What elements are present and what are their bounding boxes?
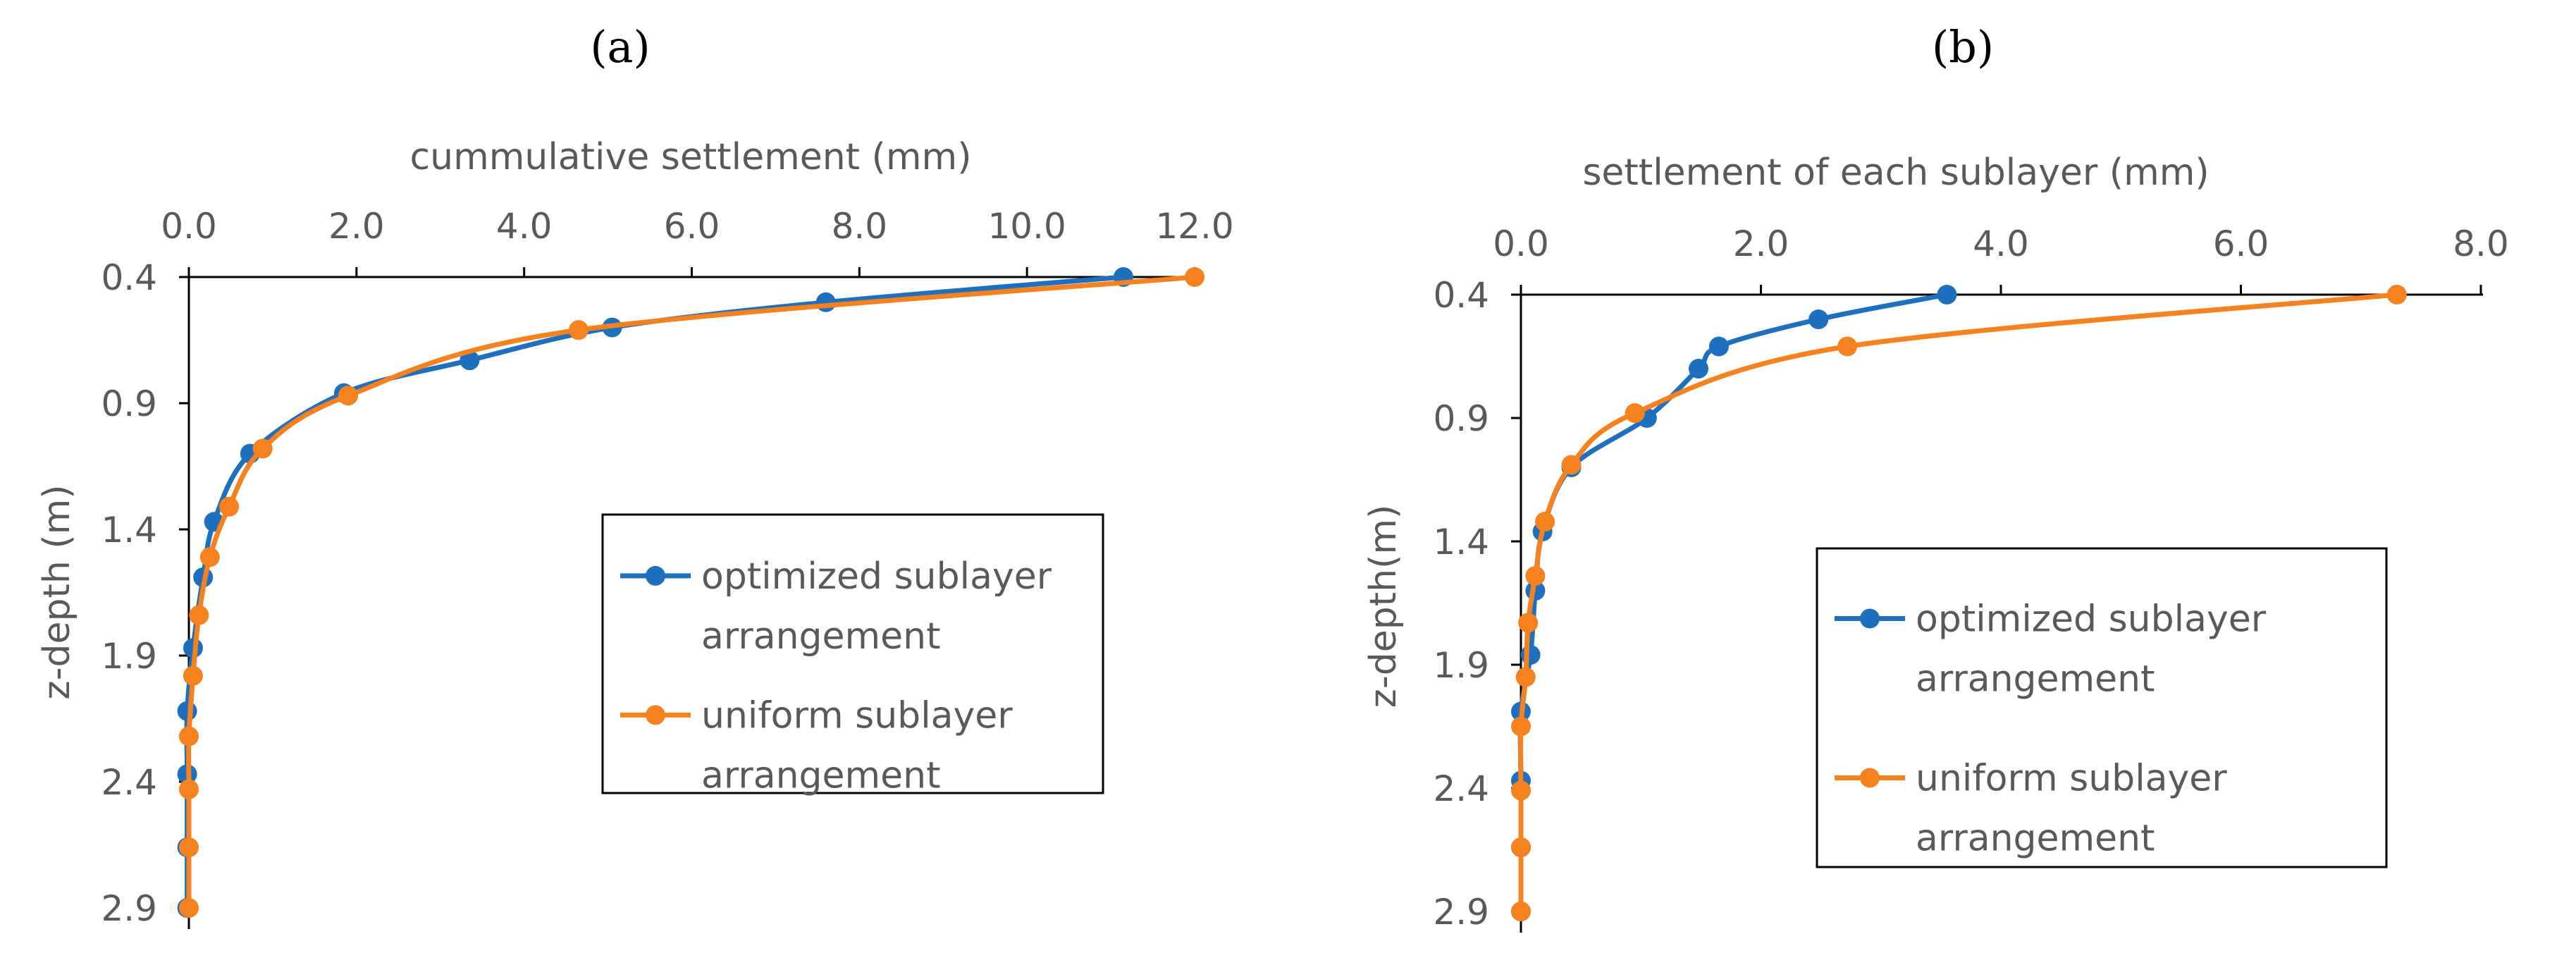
legend-swatch-marker: [646, 565, 665, 586]
data-point: [179, 726, 199, 746]
chart-panel-a: (a) cummulative settlement (mm) z-depth …: [36, 21, 1234, 929]
legend-swatch-marker: [646, 705, 665, 725]
y-tick-label: 2.4: [101, 762, 157, 803]
x-axis-title-b: settlement of each sublayer (mm): [1582, 152, 2209, 194]
x-tick-label: 8.0: [2453, 223, 2509, 264]
data-point: [179, 779, 199, 799]
x-tick-label: 4.0: [1973, 223, 2029, 264]
data-point: [1525, 566, 1546, 586]
data-point: [1535, 512, 1555, 531]
y-tick-label: 0.4: [1433, 275, 1489, 316]
data-point: [1837, 336, 1858, 357]
x-tick-label: 2.0: [328, 206, 385, 247]
series-uniform-a: [179, 267, 1204, 918]
y-tick-label: 2.9: [101, 888, 157, 929]
x-tick-label: 6.0: [664, 206, 720, 247]
x-tick-label: 2.0: [1733, 223, 1789, 264]
y-tick-label: 1.4: [1433, 522, 1489, 563]
x-ticks-b: 0.0 2.0 4.0 6.0 8.0: [1493, 223, 2509, 295]
data-point: [199, 547, 220, 567]
data-point: [1511, 716, 1531, 737]
data-point: [252, 438, 273, 459]
panel-label-b: (b): [1932, 21, 1994, 73]
data-point: [177, 701, 197, 721]
y-tick-label: 0.9: [1433, 398, 1489, 439]
data-point: [1515, 667, 1536, 687]
x-ticks-a: 0.0 2.0 4.0 6.0 8.0 10.0 12.0: [161, 206, 1234, 277]
x-tick-label: 0.0: [161, 206, 217, 247]
data-point: [460, 350, 480, 371]
data-point: [1625, 403, 1645, 423]
y-tick-label: 0.9: [101, 383, 157, 424]
legend-entry-optimized: optimized sublayer arrangement: [620, 555, 1052, 658]
data-point: [219, 496, 240, 517]
data-point: [1688, 359, 1708, 379]
legend-label: arrangement: [701, 615, 941, 658]
data-point: [815, 292, 836, 312]
y-tick-label: 1.4: [101, 510, 157, 551]
y-axis-title-b: z-depth(m): [1362, 505, 1405, 708]
series-layer-b: [1511, 285, 2407, 921]
legend-entry-optimized: optimized sublayer arrangement: [1835, 598, 2267, 700]
y-ticks-b: 0.4 0.9 1.4 1.9 2.4 2.9: [1433, 275, 1521, 933]
y-tick-label: 1.9: [101, 636, 157, 677]
data-point: [1520, 645, 1541, 665]
series-layer-a: [177, 267, 1204, 918]
x-axis-title-a: cummulative settlement (mm): [410, 136, 972, 178]
data-point: [568, 320, 588, 340]
legend-entry-uniform: uniform sublayer arrangement: [620, 694, 1013, 797]
y-axis-title-a: z-depth (m): [36, 484, 78, 699]
legend-box: [1816, 547, 2388, 868]
legend-label: uniform sublayer: [1916, 757, 2227, 799]
data-point: [338, 386, 358, 406]
legend-swatch-marker: [1860, 768, 1880, 788]
legend-label: arrangement: [701, 754, 941, 797]
y-ticks-a: 0.4 0.9 1.4 1.9 2.4 2.9: [101, 257, 189, 929]
x-tick-label: 8.0: [832, 206, 888, 247]
data-point: [189, 605, 209, 625]
legend-entry-uniform: uniform sublayer arrangement: [1835, 757, 2227, 859]
data-point: [1518, 613, 1539, 633]
data-point: [1511, 902, 1531, 921]
data-point: [179, 898, 199, 918]
data-point: [1185, 267, 1204, 287]
data-point: [179, 837, 199, 858]
x-tick-label: 12.0: [1155, 206, 1233, 247]
x-tick-label: 4.0: [496, 206, 553, 247]
data-point: [1511, 837, 1531, 857]
data-point: [1937, 285, 1957, 305]
panel-label-a: (a): [590, 21, 650, 73]
data-point: [1708, 336, 1729, 357]
legend-label: arrangement: [1916, 658, 2155, 700]
y-tick-label: 0.4: [101, 257, 157, 298]
x-tick-label: 6.0: [2213, 223, 2269, 264]
data-point: [2386, 285, 2407, 305]
legend-swatch-marker: [1860, 608, 1880, 629]
legend-label: uniform sublayer: [701, 694, 1013, 737]
data-point: [1561, 455, 1582, 475]
series-uniform-b: [1511, 285, 2407, 921]
legend-box: [601, 513, 1104, 794]
data-point: [1808, 309, 1829, 329]
y-tick-label: 2.4: [1433, 768, 1489, 809]
legend-label: optimized sublayer: [1916, 598, 2267, 640]
data-point: [1511, 780, 1531, 801]
y-tick-label: 2.9: [1433, 892, 1489, 933]
legend-label: optimized sublayer: [701, 555, 1052, 598]
data-point: [183, 665, 203, 686]
legend-label: arrangement: [1916, 817, 2155, 859]
x-tick-label: 0.0: [1493, 223, 1549, 264]
x-tick-label: 10.0: [988, 206, 1066, 247]
y-tick-label: 1.9: [1433, 645, 1489, 686]
chart-panel-b: (b) settlement of each sublayer (mm) z-d…: [1362, 21, 2509, 933]
